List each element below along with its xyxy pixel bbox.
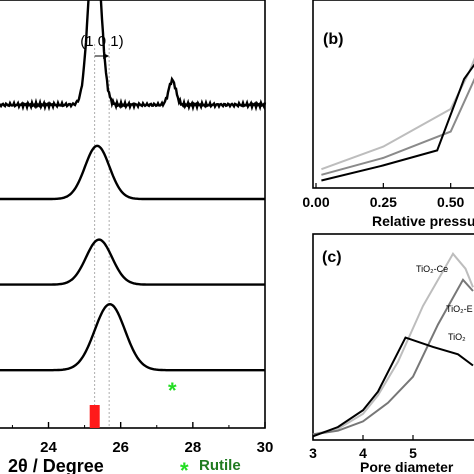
xrd-series-4	[0, 0, 267, 112]
panel-b-label: (b)	[323, 31, 343, 48]
xrd-panel: 24 26 28 30 (1 0 1) * 2θ / Degree * Rutile	[0, 0, 273, 474]
arrow-head	[103, 53, 110, 59]
x-tick-label-c: 3	[309, 445, 317, 461]
xrd-series-2	[0, 238, 265, 286]
x-axis-ticks-c: 3 4 5	[309, 435, 417, 461]
rutile-peak-marker: *	[168, 378, 177, 403]
x-tick-label-b: 0.25	[370, 194, 397, 210]
x-tick-label: 30	[257, 439, 274, 456]
isotherm-series-1	[321, 57, 474, 171]
isotherm-panel: 0.00 0.25 0.50 (b) Relative pressure	[302, 0, 474, 229]
reflection-label: (1 0 1)	[80, 33, 123, 50]
x-tick-label-b: 0.50	[437, 194, 464, 210]
x-tick-label: 24	[40, 439, 57, 456]
isotherm-curves	[321, 57, 474, 182]
isotherm-series-2	[321, 77, 474, 176]
x-tick-label-b: 0.00	[302, 194, 329, 210]
panel-c-frame	[312, 233, 474, 441]
rutile-legend-symbol: *	[180, 458, 189, 474]
series-annotation-ce: TiO₂-Ce	[416, 264, 448, 274]
pore-distribution-curves	[312, 252, 474, 438]
x-tick-label-c: 4	[359, 445, 367, 461]
isotherm-series-3	[321, 63, 474, 182]
x-tick-label: 28	[184, 439, 201, 456]
pore-series-3	[312, 336, 474, 438]
rutile-legend-label: Rutile	[199, 457, 241, 474]
reference-lines	[94, 44, 110, 428]
pore-series-2	[312, 278, 474, 436]
x-tick-label-c: 5	[409, 445, 417, 461]
x-axis-label: 2θ / Degree	[8, 456, 104, 474]
x-axis-ticks: 24 26 28 30	[11, 422, 274, 456]
panel-b-frame	[312, 0, 474, 189]
anatase-reference-bar	[89, 405, 100, 428]
xrd-series-1	[0, 302, 265, 372]
panel-c-label: (c)	[322, 249, 342, 266]
peak-shift-arrow	[94, 53, 110, 59]
x-axis-label-b: Relative pressure	[372, 213, 474, 229]
x-tick-label: 26	[112, 439, 129, 456]
series-annotation-e: TiO₂-E	[446, 304, 473, 314]
xrd-series-3	[0, 144, 265, 201]
series-annotation-tio2: TiO₂	[448, 332, 466, 342]
pore-series-1	[312, 252, 474, 436]
pore-size-panel: 3 4 5 (c) TiO₂-Ce TiO₂-E TiO₂ Pore diamete…	[309, 233, 474, 474]
x-axis-label-c: Pore diameter	[360, 459, 454, 474]
xrd-patterns	[0, 0, 267, 372]
panel-a-frame	[0, 0, 266, 429]
x-axis-ticks-b: 0.00 0.25 0.50	[302, 183, 465, 210]
